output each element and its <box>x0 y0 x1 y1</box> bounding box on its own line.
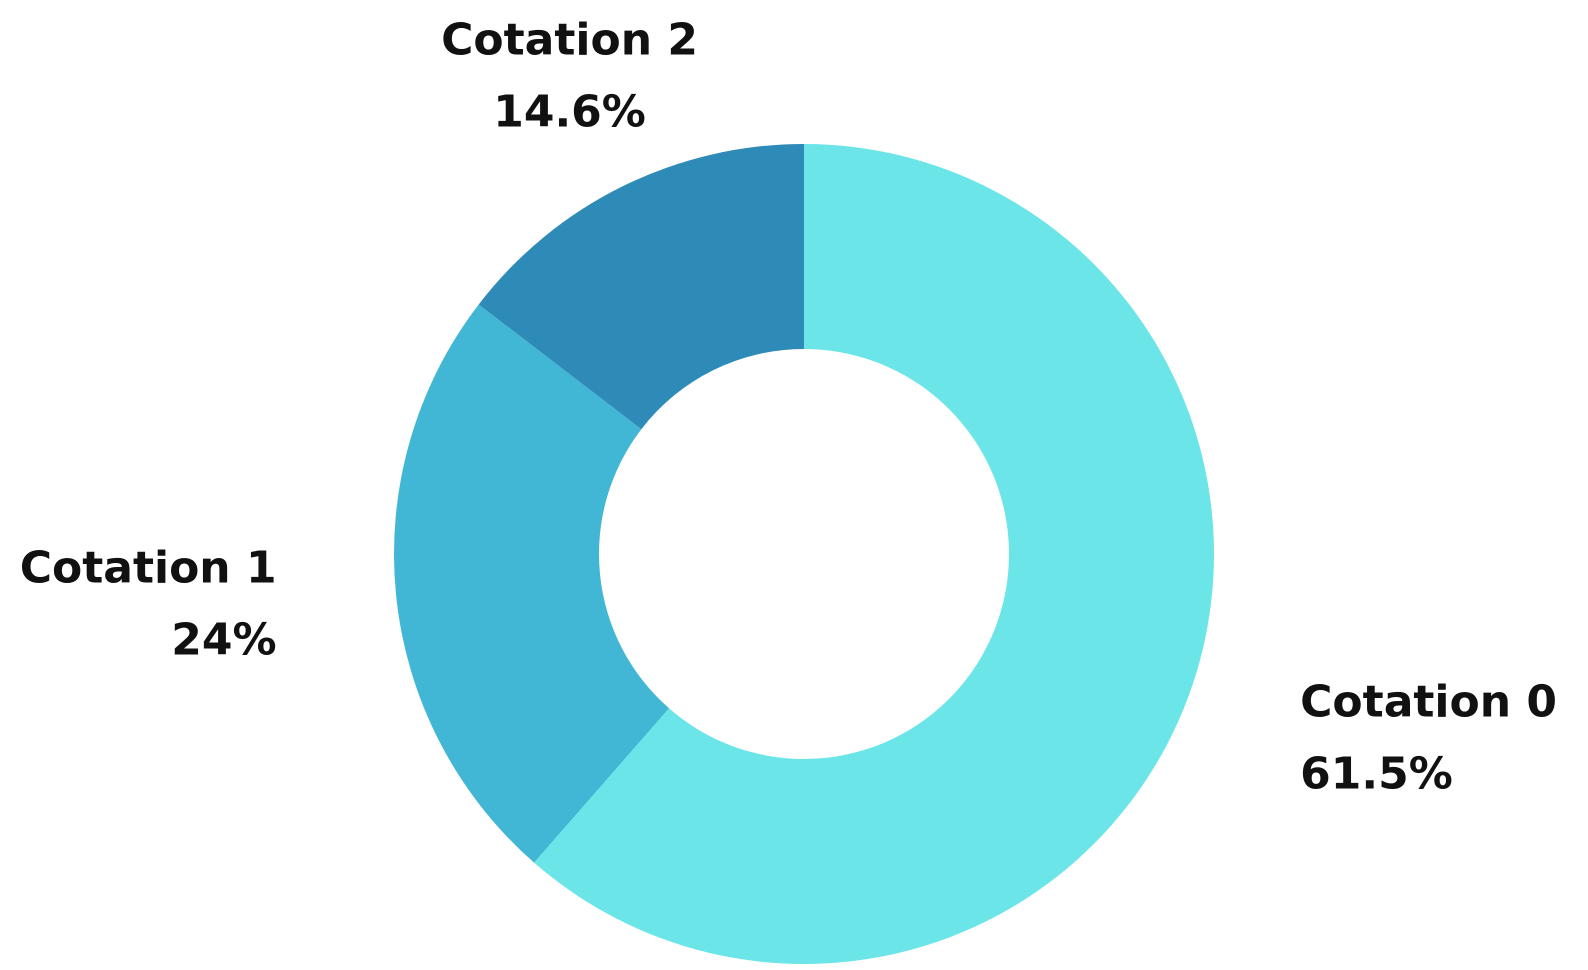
slice-value-label: 24% <box>171 614 276 665</box>
slice-label: Cotation 0 <box>1300 676 1557 727</box>
slice-value-label: 14.6% <box>493 87 646 138</box>
slice-value-label: 61.5% <box>1300 748 1453 799</box>
donut-slice <box>478 144 804 430</box>
slice-label: Cotation 1 <box>20 542 277 593</box>
donut-slice <box>534 144 1214 964</box>
donut-slice <box>394 304 670 863</box>
slice-label: Cotation 2 <box>441 15 698 66</box>
